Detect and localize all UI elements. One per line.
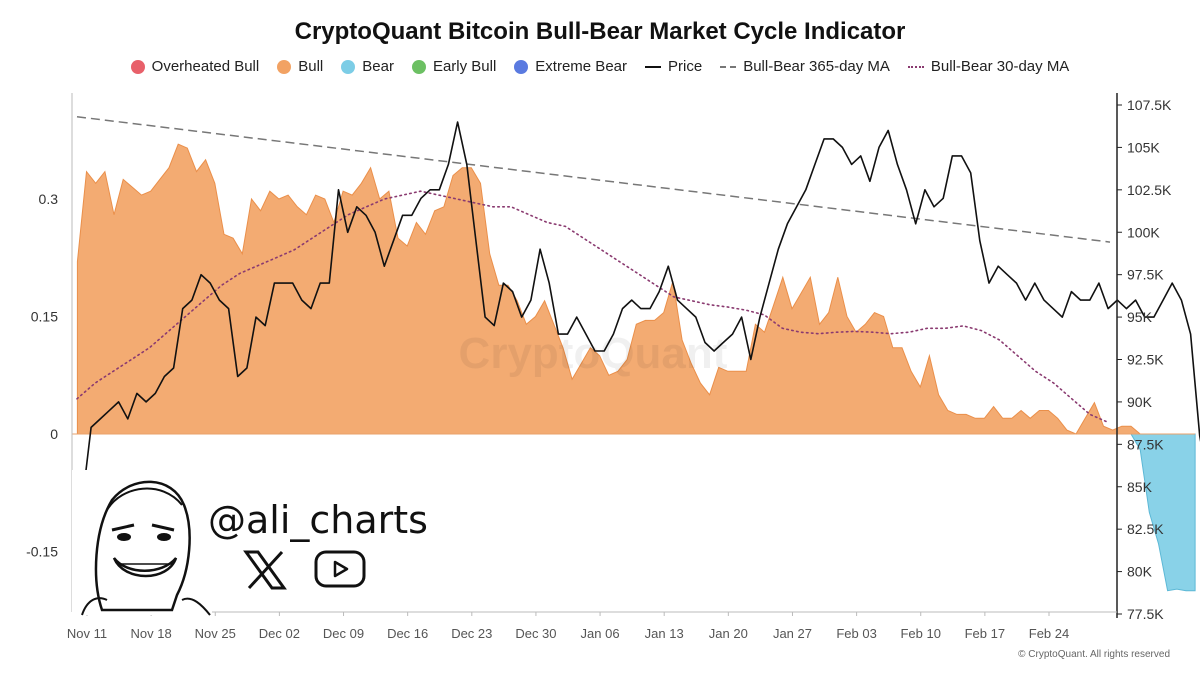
legend-item-bull-bear-30-day-ma: Bull-Bear 30-day MA — [907, 58, 1070, 75]
youtube-play-icon — [314, 550, 366, 588]
y-left-tick-label: 0.15 — [31, 309, 58, 325]
x-tick-label: Dec 23 — [451, 626, 492, 641]
legend-label: Bull-Bear 365-day MA — [743, 58, 890, 75]
y-right-tick-label: 80K — [1127, 564, 1153, 580]
watermark-handle: @ali_charts — [208, 498, 428, 542]
x-tick-label: Jan 06 — [581, 626, 620, 641]
ma365-line — [76, 116, 1111, 243]
face-outline — [94, 480, 191, 612]
x-tick-label: Jan 27 — [773, 626, 812, 641]
legend-item-early-bull: Early Bull — [411, 58, 497, 75]
legend-swatch — [907, 65, 924, 68]
y-right-tick-label: 107.5K — [1127, 97, 1172, 113]
legend-item-bull-bear-365-day-ma: Bull-Bear 365-day MA — [720, 58, 890, 75]
face-eye-right — [157, 533, 171, 541]
y-right-tick-label: 87.5K — [1127, 436, 1164, 452]
x-tick-label: Feb 10 — [900, 626, 940, 641]
y-right-tick-label: 92.5K — [1127, 352, 1164, 368]
face-shoulders — [81, 597, 211, 616]
y-right-tick-label: 100K — [1127, 224, 1160, 240]
legend-swatch — [720, 65, 737, 68]
legend-swatch — [645, 65, 661, 68]
legend-label: Overheated Bull — [151, 58, 260, 75]
chart-title: CryptoQuant Bitcoin Bull-Bear Market Cyc… — [294, 18, 906, 45]
x-tick-label: Dec 30 — [515, 626, 556, 641]
x-tick-label: Feb 17 — [965, 626, 1005, 641]
x-tick-label: Dec 02 — [259, 626, 300, 641]
x-logo-stroke — [247, 550, 284, 590]
meme-face-icon — [72, 470, 212, 616]
x-tick-label: Dec 16 — [387, 626, 428, 641]
x-tick-label: Nov 11 — [67, 626, 107, 641]
x-tick-label: Feb 24 — [1029, 626, 1069, 641]
y-left-tick-label: 0.3 — [39, 191, 59, 207]
face-grin — [112, 557, 178, 578]
bull-area — [76, 143, 1196, 435]
legend-label: Bull — [298, 58, 324, 75]
y-right-tick-label: 85K — [1127, 479, 1153, 495]
legend-swatch — [341, 59, 356, 74]
legend-swatch — [130, 59, 145, 74]
chart-legend: Overheated Bull Bull Bear Early Bull Extreme… — [0, 58, 1200, 75]
y-right-tick-label: 90K — [1127, 394, 1153, 410]
youtube-frame — [314, 550, 366, 588]
ma30-line — [76, 190, 1109, 424]
x-tick-label: Feb 03 — [836, 626, 876, 641]
y-left-tick-label: -0.15 — [26, 544, 58, 560]
legend-item-extreme-bear: Extreme Bear — [514, 58, 627, 75]
legend-item-price: Price — [645, 58, 702, 75]
legend-swatch — [514, 59, 529, 74]
legend-swatch — [277, 59, 292, 74]
face-brows — [111, 523, 175, 532]
x-logo-icon — [243, 550, 287, 590]
legend-item-bull: Bull — [277, 58, 323, 75]
legend-label: Bear — [362, 58, 394, 75]
x-logo-stroke — [243, 550, 287, 590]
legend-item-bear: Bear — [341, 58, 394, 75]
legend-label: Bull-Bear 30-day MA — [930, 58, 1070, 75]
legend-swatch — [411, 59, 426, 74]
legend-label: Early Bull — [432, 58, 497, 75]
y-right-tick-label: 77.5K — [1127, 606, 1164, 622]
youtube-triangle — [333, 560, 349, 578]
y-right-tick-label: 95K — [1127, 309, 1153, 325]
legend-item-overheated-bull: Overheated Bull — [130, 58, 260, 75]
y-right-tick-label: 102.5K — [1127, 182, 1172, 198]
x-tick-label: Jan 20 — [709, 626, 748, 641]
face-eye-left — [117, 533, 131, 541]
y-left-tick-label: 0 — [50, 426, 58, 442]
price-line — [81, 121, 1200, 504]
face-hairline — [106, 487, 183, 511]
y-right-tick-label: 82.5K — [1127, 521, 1164, 537]
x-tick-label: Nov 18 — [131, 626, 172, 641]
legend-label: Extreme Bear — [535, 58, 627, 75]
y-right-tick-label: 97.5K — [1127, 267, 1164, 283]
copyright-notice: © CryptoQuant. All rights reserved — [1018, 649, 1170, 660]
x-tick-label: Dec 09 — [323, 626, 364, 641]
x-tick-label: Nov 25 — [195, 626, 236, 641]
legend-label: Price — [668, 58, 703, 75]
x-tick-label: Jan 13 — [645, 626, 684, 641]
watermark-brand: CryptoQuant — [459, 329, 728, 378]
y-right-tick-label: 105K — [1127, 139, 1160, 155]
